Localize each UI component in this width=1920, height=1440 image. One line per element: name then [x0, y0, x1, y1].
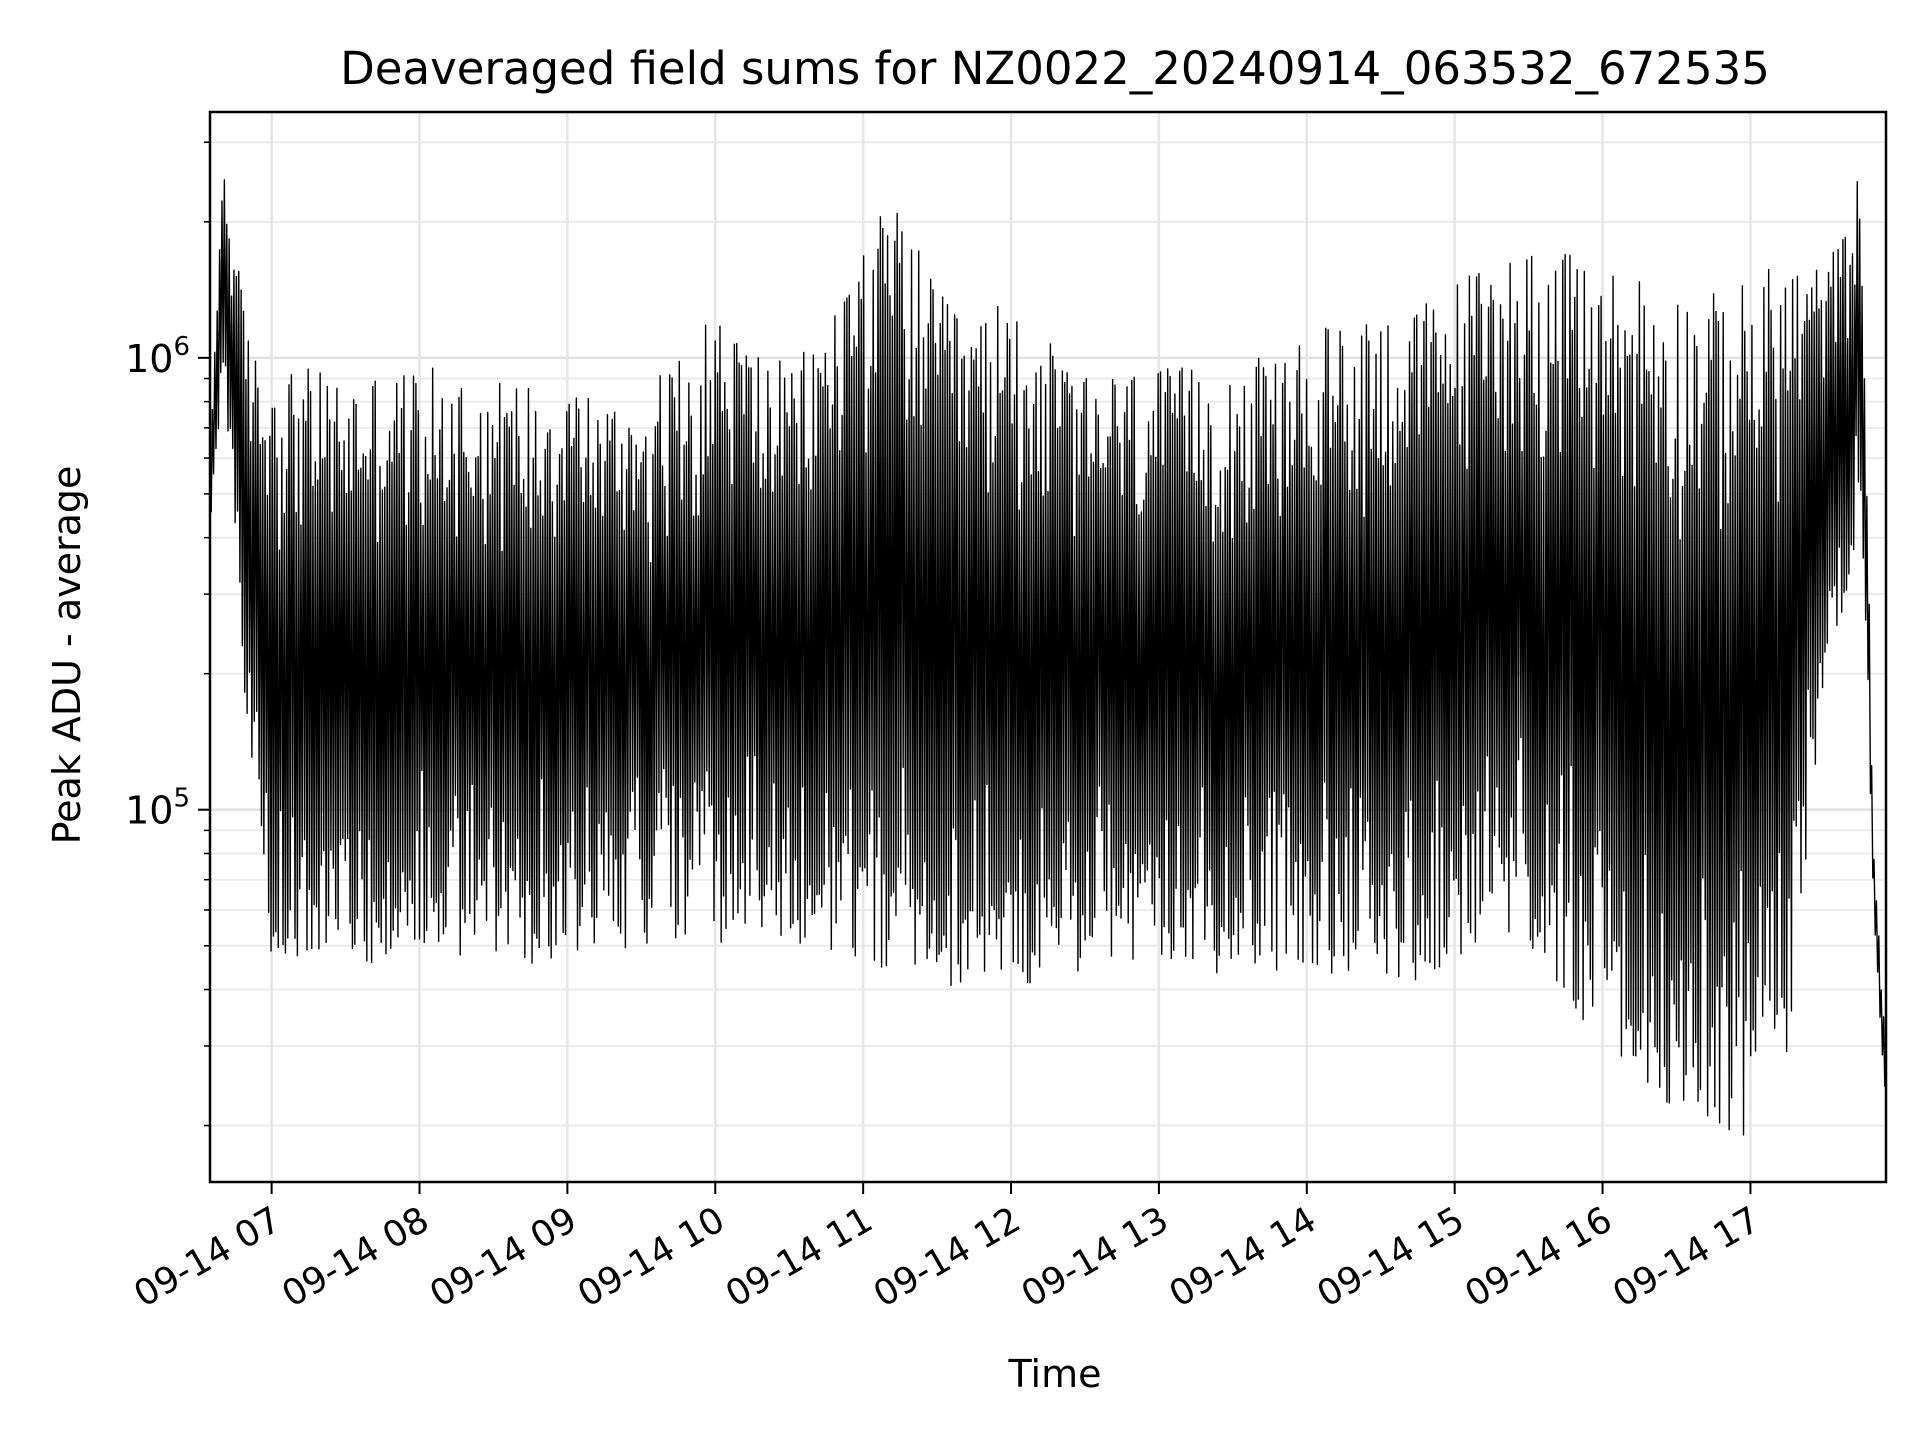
y-tick-label-base: 10 [125, 789, 173, 833]
y-tick-label-exponent: 5 [173, 784, 190, 814]
chart-title: Deaveraged field sums for NZ0022_2024091… [340, 42, 1770, 95]
x-axis-label: Time [1008, 1352, 1102, 1396]
y-axis-label: Peak ADU - average [45, 466, 89, 845]
y-tick-label-exponent: 6 [173, 332, 190, 362]
y-tick-label-base: 10 [125, 337, 173, 381]
